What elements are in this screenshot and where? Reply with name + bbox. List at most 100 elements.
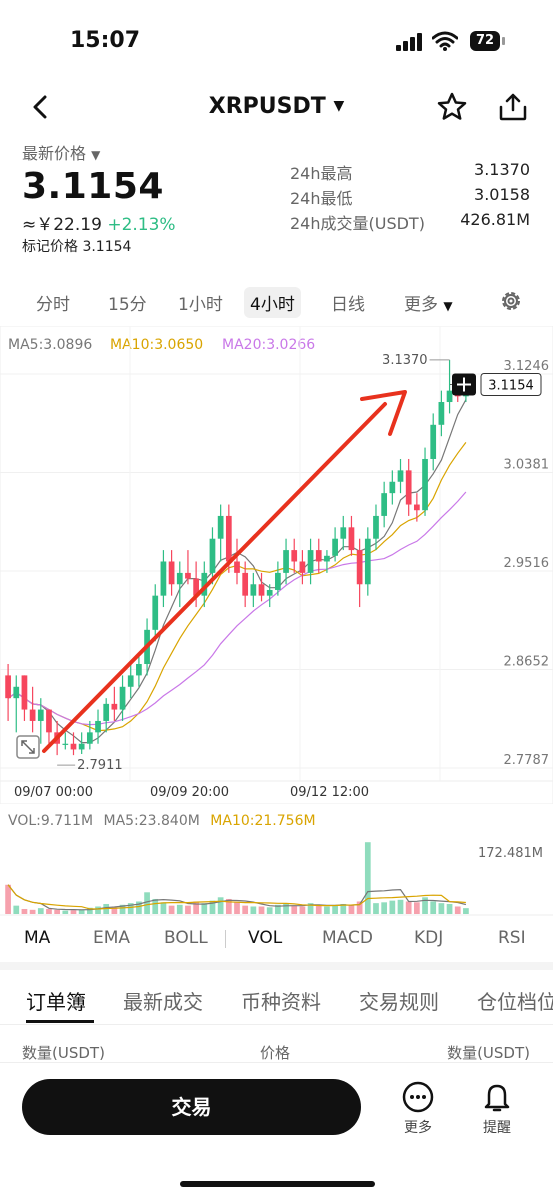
more-dots-icon[interactable] — [402, 1081, 434, 1113]
tab-timeframe[interactable]: 1小时 — [178, 295, 223, 315]
volume-bars — [0, 842, 553, 916]
candle-body — [86, 732, 93, 744]
candle — [364, 527, 371, 596]
y-tick-label: 2.9516 — [504, 556, 550, 571]
volume-bar — [217, 897, 224, 914]
volume-bar — [176, 904, 183, 914]
volume-bar — [373, 903, 379, 914]
add-price-alert-button[interactable] — [452, 373, 476, 396]
volume-bar — [340, 903, 347, 914]
candle-body — [291, 550, 298, 562]
vol-ma10-legend: MA10:21.756M — [210, 813, 316, 829]
tab-indicator-rsi[interactable]: RSI — [498, 928, 526, 948]
more-label[interactable]: 更多 — [404, 1120, 432, 1136]
trade-button[interactable]: 交易 — [22, 1079, 361, 1135]
trend-arrow-head — [360, 390, 407, 436]
back-arrow-icon[interactable] — [30, 95, 50, 119]
share-icon[interactable] — [497, 91, 529, 123]
volume-bar — [307, 903, 314, 914]
candle-body — [111, 703, 118, 710]
tab-indicator-vol[interactable]: VOL — [248, 928, 283, 948]
candle — [307, 538, 314, 585]
price-label[interactable]: 最新价格 ▼ — [22, 140, 100, 164]
candle-body — [152, 595, 159, 630]
volume-bar — [397, 899, 404, 914]
volume-bar — [454, 906, 461, 914]
high-price-label: 3.1370 — [382, 353, 428, 368]
volume-bar — [438, 903, 445, 914]
y-tick-label: 2.8652 — [504, 654, 550, 669]
candle-body — [340, 527, 347, 539]
stat-value: 3.0158 — [474, 185, 530, 204]
candle — [373, 504, 379, 551]
tab-orderbook[interactable]: 订单簿 — [26, 990, 86, 1014]
chart-settings-gear-icon[interactable] — [499, 289, 523, 313]
tab-timeframe-more[interactable]: 更多 ▼ — [404, 290, 453, 315]
volume-bar — [275, 904, 281, 914]
candle-body — [225, 515, 232, 562]
candle — [413, 493, 420, 522]
volume-bar — [315, 904, 322, 914]
caret-down-icon: ▼ — [443, 299, 453, 313]
candle-body — [405, 470, 412, 505]
volume-bar — [37, 908, 44, 914]
candle-body — [283, 550, 289, 573]
candle-body — [307, 550, 314, 573]
volume-bar — [422, 897, 428, 914]
tab-latest-trades[interactable]: 最新成交 — [123, 990, 203, 1014]
volume-bar — [446, 903, 453, 914]
candles — [5, 359, 469, 756]
tab-trading-rules[interactable]: 交易规则 — [359, 990, 439, 1014]
tab-indicator-ema[interactable]: EMA — [93, 928, 131, 948]
candle — [446, 359, 453, 414]
tab-indicator-ma[interactable]: MA — [24, 928, 51, 948]
volume-chart[interactable] — [0, 804, 553, 916]
volume-bar — [54, 909, 61, 914]
candle — [405, 458, 412, 516]
candle-body — [119, 686, 126, 710]
bell-alert-icon[interactable] — [481, 1081, 513, 1113]
volume-bar — [95, 906, 101, 914]
tab-indicator-boll[interactable]: BOLL — [164, 928, 208, 948]
caret-down-icon: ▼ — [91, 148, 101, 162]
candle — [152, 584, 159, 642]
symbol-name: XRPUSDT — [208, 94, 326, 119]
caret-down-icon: ▼ — [333, 98, 345, 114]
tab-timeframe-active[interactable]: 4小时 — [244, 287, 301, 318]
volume-bar — [266, 907, 273, 914]
tab-coin-info[interactable]: 币种资料 — [241, 990, 321, 1014]
candle — [119, 675, 126, 721]
x-tick-label: 09/07 00:00 — [14, 785, 93, 800]
tab-position-tiers[interactable]: 仓位档位 — [477, 990, 553, 1014]
candlestick-chart[interactable]: 3.1246 3.0381 2.9516 2.8652 2.7787 09/07 00:… — [0, 326, 553, 804]
fullscreen-icon[interactable] — [16, 735, 40, 759]
tab-timeframe[interactable]: 15分 — [108, 295, 147, 315]
tab-timeframe[interactable]: 日线 — [331, 295, 365, 315]
candle — [168, 550, 175, 596]
tab-timeframe[interactable]: 分时 — [36, 295, 70, 315]
candle-body — [266, 589, 273, 596]
symbol-title[interactable]: XRPUSDT ▼ — [0, 94, 553, 119]
candle-body — [136, 664, 142, 676]
alert-label[interactable]: 提醒 — [483, 1120, 511, 1136]
candle — [250, 572, 257, 608]
orderbook-bid-qty-header: 数量(USDT) — [22, 1044, 105, 1062]
x-tick-label: 09/09 20:00 — [150, 785, 229, 800]
tab-indicator-macd[interactable]: MACD — [322, 928, 373, 948]
trend-arrow — [42, 390, 407, 753]
candle-body — [258, 584, 265, 596]
star-favorite-icon[interactable] — [436, 91, 468, 123]
low-price-label: 2.7911 — [77, 758, 123, 773]
home-indicator — [180, 1181, 375, 1187]
volume-bar — [332, 905, 338, 914]
volume-bar — [185, 905, 191, 914]
tab-divider — [0, 1024, 553, 1025]
candle-body — [324, 555, 330, 562]
candle-body — [348, 527, 355, 551]
candle — [209, 527, 216, 585]
candle-body — [315, 550, 322, 562]
candle — [160, 550, 167, 608]
plus-icon — [457, 377, 471, 392]
tab-indicator-kdj[interactable]: KDJ — [414, 928, 444, 948]
grid-lines — [0, 326, 553, 804]
